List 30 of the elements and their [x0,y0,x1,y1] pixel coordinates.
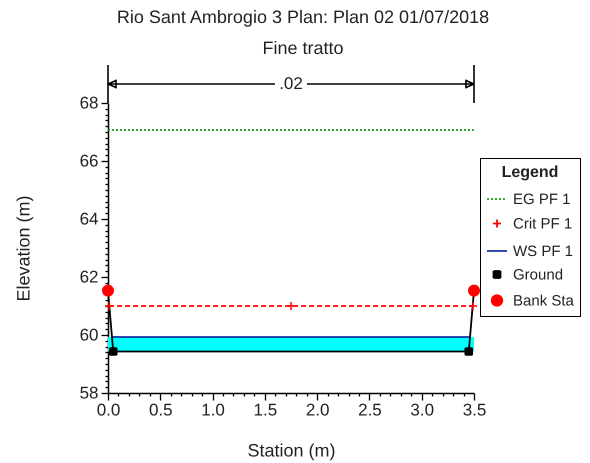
point [286,301,296,311]
chart-title: Rio Sant Ambrogio 3 Plan: Plan 02 01/07/2018 [116,6,490,27]
legend-label: Crit PF 1 [513,216,572,232]
y-tick-label: 66 [80,152,98,170]
point [468,301,478,311]
x-tick-label: 1.5 [254,400,278,420]
point [108,347,118,356]
y-tick-label: 60 [80,326,98,344]
x-tick-label: 3.0 [410,400,434,420]
legend-label: Bank Sta [513,292,575,310]
text: .02 [279,74,303,93]
legend-title: Legend [502,164,558,181]
legend-label: WS PF 1 [513,243,574,260]
x-tick-label: 2.5 [358,400,382,420]
y-tick-label: 62 [80,268,98,286]
x-axis-title: Station (m) [247,440,336,460]
legend-label: Ground [513,266,564,284]
y-axis-title: Elevation (m) [14,195,34,302]
y-tick-label: 58 [80,384,98,402]
point [464,347,474,356]
x-tick-label: 0.5 [148,400,173,420]
x-tick-label: 2.0 [306,400,330,420]
x-tick-label: 3.5 [462,400,486,420]
y-tick-label: 68 [80,94,98,112]
legend-label: EG PF 1 [513,191,571,208]
x-tick-label: 0.0 [96,400,120,420]
point [104,301,114,311]
x-tick-label: 1.0 [201,400,225,420]
y-tick-label: 64 [80,210,98,228]
chart-subtitle: Fine tratto [262,38,344,58]
